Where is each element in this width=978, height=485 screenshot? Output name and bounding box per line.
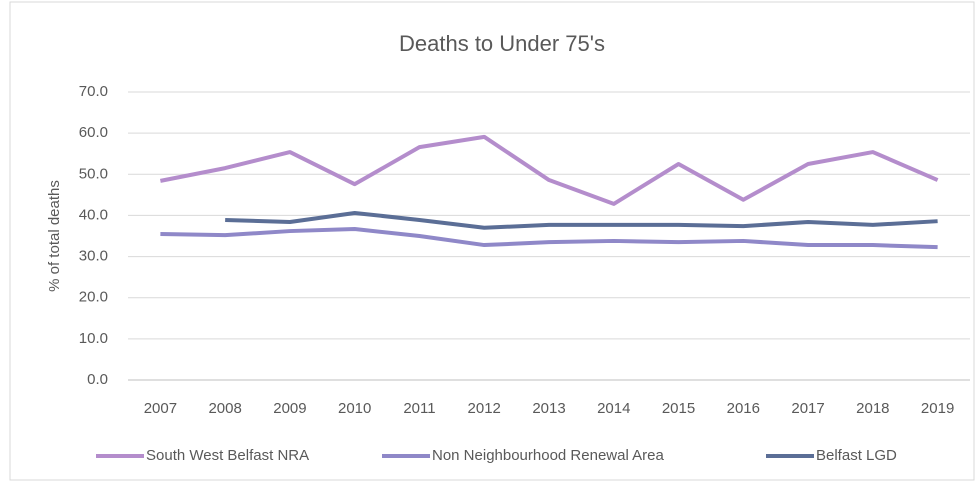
x-tick-label: 2007 [144, 400, 177, 417]
legend-label: Belfast LGD [816, 447, 897, 464]
x-tick-label: 2013 [532, 400, 565, 417]
legend-label: Non Neighbourhood Renewal Area [432, 447, 664, 464]
y-tick-label: 30.0 [79, 248, 108, 265]
x-tick-label: 2014 [597, 400, 630, 417]
x-tick-label: 2009 [273, 400, 306, 417]
legend-label: South West Belfast NRA [146, 447, 309, 464]
chart-title: Deaths to Under 75's [399, 31, 605, 56]
x-tick-label: 2010 [338, 400, 371, 417]
series-line [225, 210, 938, 230]
x-tick-label: 2008 [208, 400, 241, 417]
x-tick-label: 2017 [791, 400, 824, 417]
x-tick-label: 2016 [727, 400, 760, 417]
series-line [159, 134, 939, 206]
x-tick-label: 2015 [662, 400, 695, 417]
x-tick-label: 2019 [921, 400, 954, 417]
y-tick-label: 70.0 [79, 83, 108, 100]
y-tick-label: 20.0 [79, 289, 108, 306]
y-tick-label: 40.0 [79, 206, 108, 223]
x-tick-label: 2018 [856, 400, 889, 417]
y-tick-label: 10.0 [79, 330, 108, 347]
x-tick-label: 2011 [403, 400, 435, 417]
y-axis-label: % of total deaths [46, 180, 63, 292]
y-tick-label: 0.0 [87, 371, 108, 388]
y-tick-label: 50.0 [79, 165, 108, 182]
y-tick-label: 60.0 [79, 124, 108, 141]
chart-frame [9, 1, 975, 481]
x-tick-label: 2012 [468, 400, 501, 417]
series-line [160, 227, 938, 250]
